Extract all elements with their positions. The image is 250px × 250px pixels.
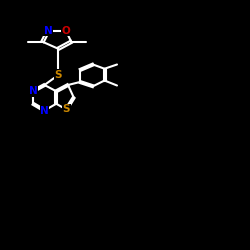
Text: N: N <box>40 106 49 116</box>
Text: S: S <box>62 104 70 115</box>
Text: S: S <box>54 70 62 80</box>
Text: N: N <box>28 86 38 96</box>
Text: O: O <box>62 26 70 36</box>
Text: N: N <box>44 26 52 36</box>
